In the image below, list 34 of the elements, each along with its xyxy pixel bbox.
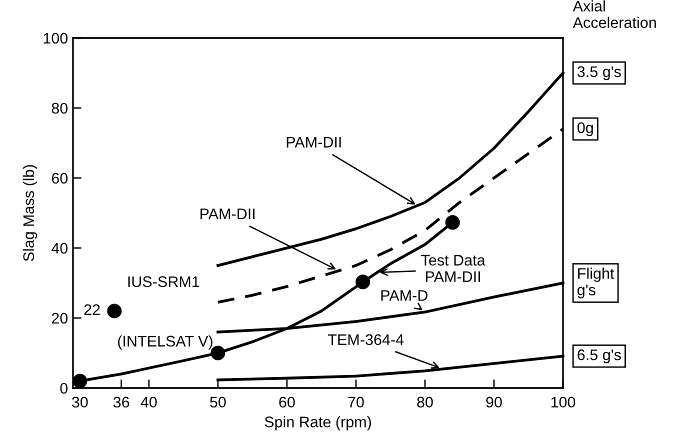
legend-title: Axial Acceleration	[572, 0, 656, 28]
x-tick-label: 36	[113, 396, 130, 408]
x-tick-label: 50	[210, 396, 226, 408]
series-label: Flight g's	[578, 268, 614, 298]
annotation: Test Data PAM-DII	[421, 254, 486, 282]
x-axis-title: Spin Rate (rpm)	[264, 416, 371, 430]
series-label: 6.5 g's	[578, 349, 621, 364]
x-tick-label: 60	[279, 396, 295, 408]
annotation: IUS-SRM1	[128, 276, 200, 288]
y-tick-label: 20	[52, 312, 68, 324]
annotation: TEM-364-4	[328, 334, 404, 346]
x-tick-label: 100	[551, 396, 576, 408]
x-tick-label: 70	[348, 396, 364, 408]
x-tick-label: 40	[140, 396, 157, 408]
x-tick-label: 80	[417, 396, 433, 408]
y-tick-label: 100	[44, 32, 68, 44]
y-tick-label: 80	[52, 102, 68, 114]
point	[210, 346, 226, 360]
annotation: PAM-DII	[286, 136, 341, 148]
point	[356, 274, 370, 290]
annotation: PAM-DII	[200, 208, 254, 220]
series-label: 0g	[577, 122, 593, 136]
annotation: (INTELSAT V)	[118, 335, 212, 350]
y-axis-title: Slag Mass (lb)	[22, 165, 38, 262]
series-label: 3.5 g's	[577, 66, 621, 80]
point	[107, 304, 122, 318]
point	[445, 215, 460, 230]
annotation: PAM-D	[381, 290, 428, 301]
y-tick-label: 60	[52, 172, 68, 184]
y-tick-label: 0	[60, 382, 68, 394]
y-tick-label: 40	[52, 242, 68, 254]
x-tick-label: 30	[72, 396, 88, 408]
x-tick-label: 90	[486, 396, 502, 408]
data-label: 22	[84, 304, 100, 315]
